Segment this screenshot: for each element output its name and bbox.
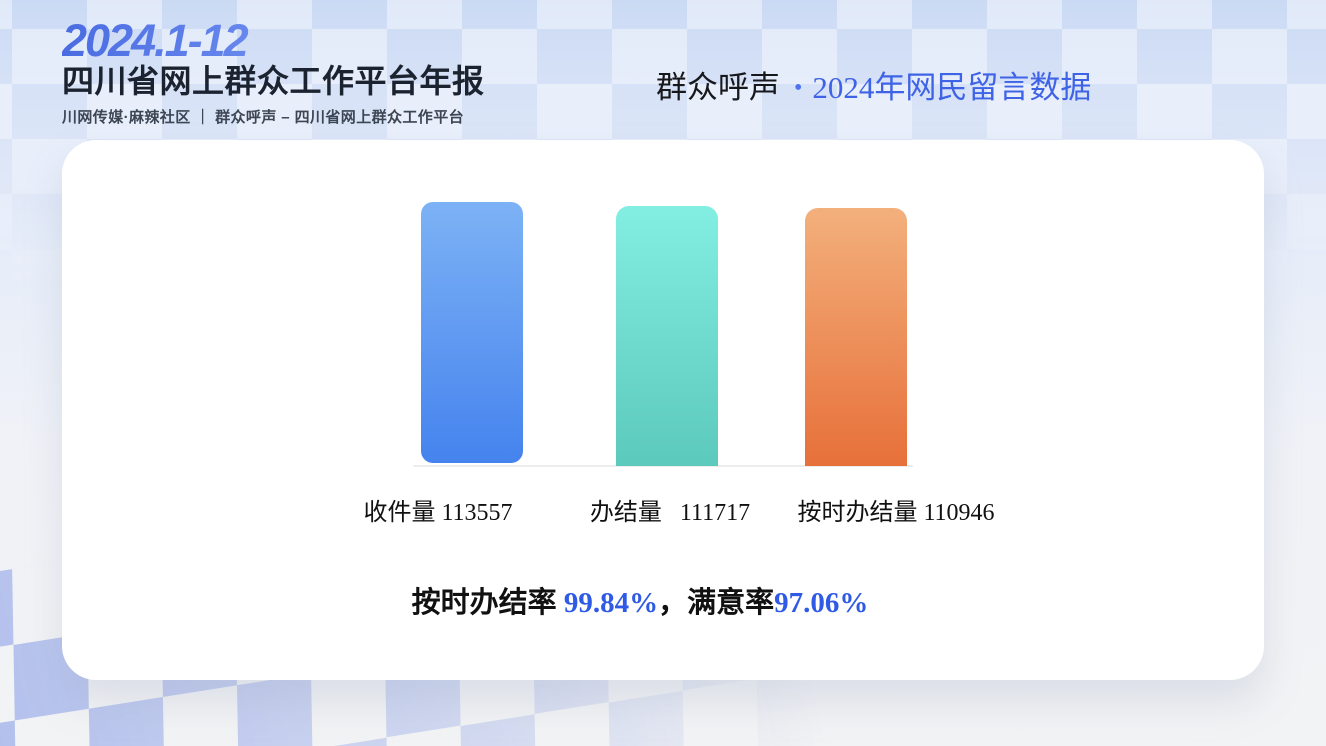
- header: 2024.1-12 四川省网上群众工作平台年报 川网传媒·麻辣社区 ｜ 群众呼声…: [62, 18, 485, 127]
- platform-subtitle: 川网传媒·麻辣社区 ｜ 群众呼声 – 四川省网上群众工作平台: [62, 108, 465, 126]
- platform-title: 四川省网上群众工作平台年报: [62, 63, 485, 99]
- summary-value-satisfaction-rate: 97.06%: [774, 587, 869, 619]
- section-title: 群众呼声 • 2024年网民留言数据: [656, 62, 1091, 107]
- summary-label-2: ，满意率: [658, 587, 775, 619]
- summary-line: 按时办结率 99.84%，满意率97.06%: [412, 579, 869, 621]
- period-title: 2024.1-12: [62, 18, 485, 63]
- section-title-suffix: 2024年网民留言数据: [812, 70, 1092, 105]
- bullet-separator-icon: •: [794, 75, 803, 101]
- summary-value-ontime-rate: 99.84%: [563, 587, 659, 619]
- summary-label-1: 按时办结率: [411, 587, 564, 619]
- section-title-prefix: 群众呼声: [656, 70, 780, 105]
